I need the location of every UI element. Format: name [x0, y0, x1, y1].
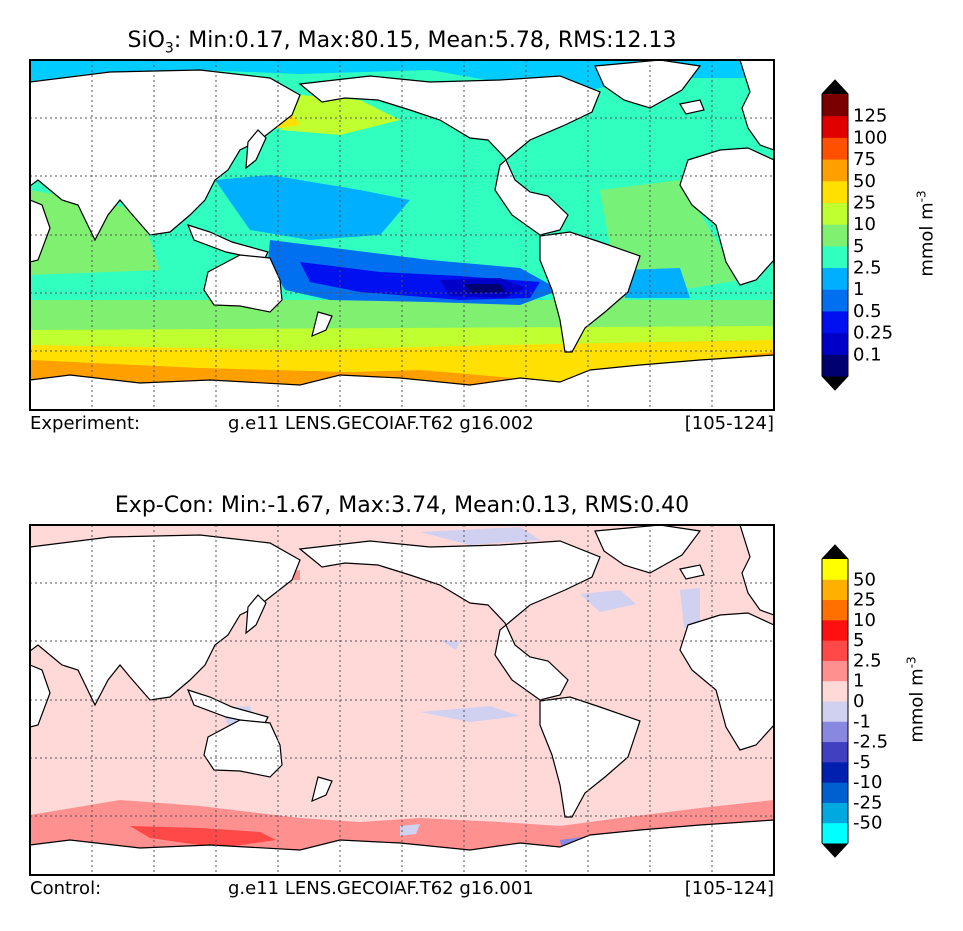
colorbar-extend-low	[822, 843, 848, 857]
colorbar-swatch	[822, 267, 848, 290]
colorbar-swatch	[822, 310, 848, 334]
colorbar-outline	[821, 79, 849, 391]
colorbar-tick-label: 0.25	[853, 323, 893, 344]
colorbar-tick-label: 2.5	[853, 258, 882, 279]
colorbar-outline	[821, 544, 849, 858]
panel2-footer-case: g.e11 LENS.GECOIAF.T62 g16.001	[228, 878, 534, 899]
colorbar-tick-label: 1	[853, 279, 864, 300]
colorbar-swatch	[822, 701, 848, 722]
colorbar-swatch	[822, 180, 848, 203]
colorbar-swatch	[822, 782, 848, 803]
colorbar-tick-label: 125	[853, 106, 887, 127]
colorbar-swatch	[822, 559, 848, 580]
colorbar-tick-label: 75	[853, 149, 876, 170]
colorbar-swatch	[822, 579, 848, 601]
panel2-title: Exp-Con: Min:-1.67, Max:3.74, Mean:0.13,…	[114, 493, 690, 518]
colorbar-tick-label: -2.5	[853, 732, 888, 753]
colorbar-swatch	[822, 802, 848, 824]
colorbar-tick-label: 2.5	[853, 650, 882, 671]
colorbar-tick-label: -25	[853, 792, 882, 813]
colorbar-tick-label: -10	[853, 772, 882, 793]
colorbar-swatch	[822, 354, 848, 377]
colorbar-swatch	[822, 202, 848, 225]
colorbar-tick-label: 25	[853, 192, 876, 213]
colorbar-tick-label: 0.1	[853, 344, 882, 365]
colorbar-extend-high	[822, 545, 848, 559]
colorbar-swatch	[822, 640, 848, 661]
colorbar-swatch	[822, 599, 848, 621]
colorbar-swatch	[822, 822, 848, 844]
colorbar-swatch	[822, 224, 848, 247]
colorbar-swatch	[822, 159, 848, 182]
colorbar-swatch	[822, 94, 848, 117]
panel1-title-sub: 3	[164, 40, 174, 57]
colorbar-tick-label: 50	[853, 171, 876, 192]
panel1-title-var: SiO	[127, 28, 165, 53]
colorbar-tick-label: 0.5	[853, 301, 882, 322]
panel1-footer-case: g.e11 LENS.GECOIAF.T62 g16.002	[228, 413, 534, 434]
colorbar-tick-label: 1	[853, 671, 864, 692]
colorbar-tick-label: -50	[853, 813, 882, 834]
colorbar-tick-label: 5	[853, 630, 864, 651]
colorbar-tick-label: -5	[853, 752, 871, 773]
panel1-footer-left: Experiment:	[30, 413, 141, 434]
colorbar-swatch	[822, 761, 848, 783]
colorbar-extend-high	[822, 80, 848, 94]
panel1-map	[29, 59, 775, 411]
colorbar-swatch	[822, 619, 848, 641]
colorbar-tick-label: 0	[853, 691, 864, 712]
colorbar-swatch	[822, 289, 848, 312]
panel2-footer-left: Control:	[30, 878, 102, 899]
panel1-title: SiO3: Min:0.17, Max:80.15, Mean:5.78, RM…	[30, 28, 774, 56]
panel1-footer-years: [105-124]	[684, 413, 774, 434]
panel2-footer: Control: g.e11 LENS.GECOIAF.T62 g16.001 …	[30, 878, 774, 902]
colorbar-swatch	[822, 721, 848, 743]
panel1-title-stats: : Min:0.17, Max:80.15, Mean:5.78, RMS:12…	[173, 28, 677, 53]
colorbar-swatch	[822, 332, 848, 355]
colorbar-swatch	[822, 680, 848, 702]
panel1-footer: Experiment: g.e11 LENS.GECOIAF.T62 g16.0…	[30, 413, 774, 437]
colorbar-tick-label: 5	[853, 236, 864, 257]
colorbar-tick-label: 10	[853, 214, 876, 235]
colorbar-tick-label: 50	[853, 569, 876, 590]
colorbar-tick-label: -1	[853, 711, 871, 732]
colorbar-tick-label: 100	[853, 127, 887, 148]
colorbar-tick-label: 10	[853, 610, 876, 631]
colorbar-swatch	[822, 137, 848, 160]
colorbar-swatch	[822, 660, 848, 682]
colorbar-swatch	[822, 741, 848, 763]
colorbar-swatch	[822, 115, 848, 138]
colorbar-swatch	[822, 245, 848, 269]
panel2-footer-years: [105-124]	[684, 878, 774, 899]
colorbar-extend-low	[822, 376, 848, 390]
colorbar-tick-label: 25	[853, 590, 876, 611]
panel2-map	[29, 524, 775, 876]
